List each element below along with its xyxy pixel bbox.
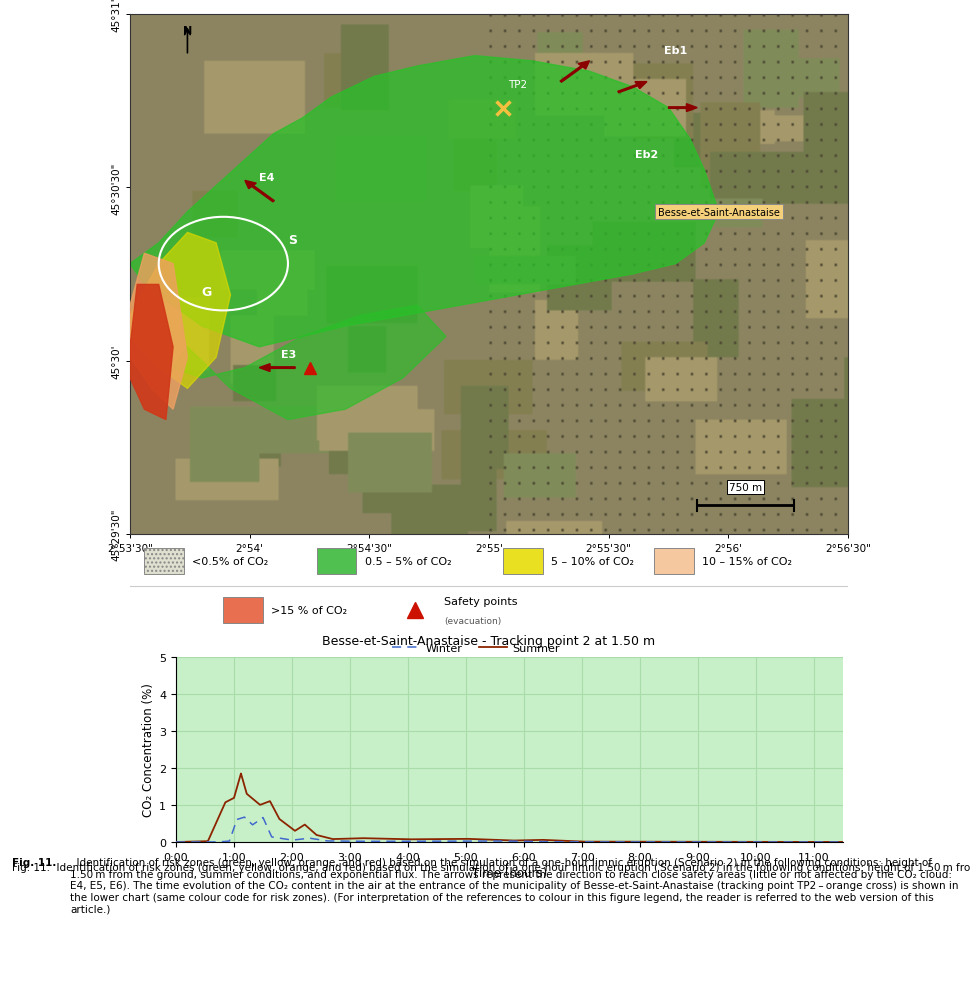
Bar xyxy=(654,549,693,575)
Bar xyxy=(223,597,263,623)
Polygon shape xyxy=(130,285,173,420)
Text: Fig. 11.  Identification of risk zones (green, yellow, orange, and red) based on: Fig. 11. Identification of risk zones (g… xyxy=(12,862,971,872)
Polygon shape xyxy=(130,57,719,348)
Text: Eb2: Eb2 xyxy=(635,150,658,160)
Polygon shape xyxy=(173,306,446,420)
FancyArrow shape xyxy=(668,104,697,112)
FancyArrow shape xyxy=(245,181,275,203)
Text: G: G xyxy=(202,285,212,298)
Bar xyxy=(503,549,543,575)
Text: E3: E3 xyxy=(281,350,296,360)
Text: Safety points: Safety points xyxy=(444,596,518,606)
Text: 750 m: 750 m xyxy=(729,483,762,493)
Bar xyxy=(145,549,184,575)
Bar xyxy=(317,549,356,575)
Text: Eb1: Eb1 xyxy=(664,47,687,57)
Text: (evacuation): (evacuation) xyxy=(444,616,501,625)
Legend: Winter, Summer: Winter, Summer xyxy=(387,639,564,658)
Polygon shape xyxy=(130,234,230,389)
Text: <0.5% of CO₂: <0.5% of CO₂ xyxy=(192,557,269,567)
FancyArrow shape xyxy=(560,62,589,83)
Text: 0.5 – 5% of CO₂: 0.5 – 5% of CO₂ xyxy=(365,557,452,567)
Text: 5 – 10% of CO₂: 5 – 10% of CO₂ xyxy=(552,557,634,567)
Polygon shape xyxy=(130,253,187,410)
Text: TP2: TP2 xyxy=(508,80,527,89)
Text: N: N xyxy=(183,26,192,36)
FancyArrow shape xyxy=(259,365,295,372)
Text: Identification of risk zones (green, yellow, orange, and red) based on the simul: Identification of risk zones (green, yel… xyxy=(71,857,959,913)
Text: >15 % of CO₂: >15 % of CO₂ xyxy=(272,605,348,615)
X-axis label: Time (hours): Time (hours) xyxy=(472,866,547,879)
FancyArrow shape xyxy=(618,83,647,93)
Text: 10 – 15% of CO₂: 10 – 15% of CO₂ xyxy=(702,557,792,567)
Text: Besse-et-Saint-Anastaise: Besse-et-Saint-Anastaise xyxy=(657,208,780,218)
Text: E4: E4 xyxy=(259,173,275,183)
Text: S: S xyxy=(288,234,297,247)
Text: Besse-et-Saint-Anastaise - Tracking point 2 at 1.50 m: Besse-et-Saint-Anastaise - Tracking poin… xyxy=(322,635,655,648)
Y-axis label: CO₂ Concentration (%): CO₂ Concentration (%) xyxy=(142,683,155,817)
Text: Fig. 11.: Fig. 11. xyxy=(12,857,56,867)
